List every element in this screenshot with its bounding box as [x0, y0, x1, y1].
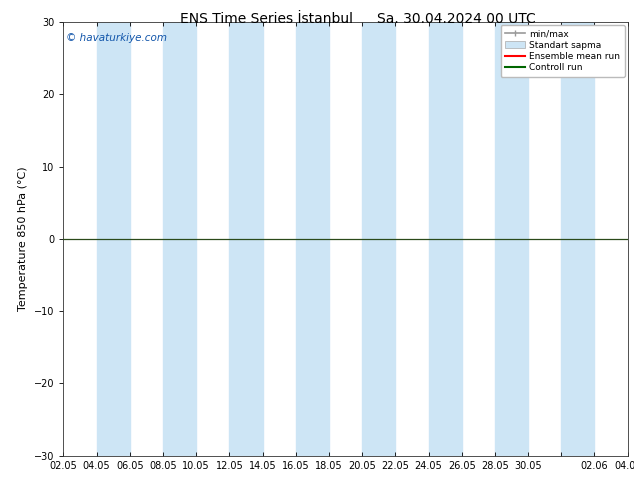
Bar: [495, 22, 528, 456]
Legend: min/max, Standart sapma, Ensemble mean run, Controll run: min/max, Standart sapma, Ensemble mean r…: [501, 25, 625, 76]
Bar: [561, 22, 595, 456]
Y-axis label: Temperature 850 hPa (°C): Temperature 850 hPa (°C): [18, 167, 29, 311]
Bar: [429, 22, 462, 456]
Text: © havaturkiye.com: © havaturkiye.com: [66, 33, 167, 43]
Text: ENS Time Series İstanbul: ENS Time Series İstanbul: [180, 12, 353, 26]
Text: Sa. 30.04.2024 00 UTC: Sa. 30.04.2024 00 UTC: [377, 12, 536, 26]
Bar: [163, 22, 196, 456]
Bar: [96, 22, 130, 456]
Bar: [295, 22, 329, 456]
Bar: [230, 22, 262, 456]
Bar: [362, 22, 396, 456]
